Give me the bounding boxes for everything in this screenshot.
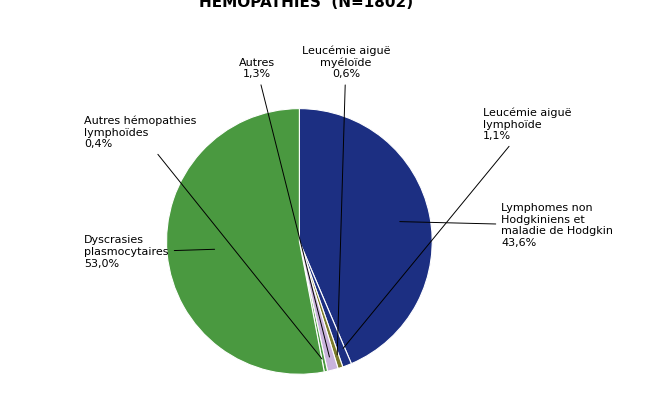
Wedge shape: [166, 109, 324, 374]
Text: Leucémie aiguë
lymphoïde
1,1%: Leucémie aiguë lymphoïde 1,1%: [343, 108, 571, 348]
Text: Dyscrasies
plasmocytaires
53,0%: Dyscrasies plasmocytaires 53,0%: [84, 235, 215, 269]
Text: Leucémie aiguë
myéloïde
0,6%: Leucémie aiguë myéloïde 0,6%: [302, 45, 390, 355]
Title: HEMOPATHIES  (N=1802): HEMOPATHIES (N=1802): [199, 0, 413, 10]
Text: Autres hémopathies
lymphoïdes
0,4%: Autres hémopathies lymphoïdes 0,4%: [84, 116, 322, 359]
Wedge shape: [299, 241, 338, 371]
Wedge shape: [299, 241, 328, 372]
Wedge shape: [299, 241, 352, 367]
Wedge shape: [299, 109, 432, 364]
Text: Autres
1,3%: Autres 1,3%: [239, 58, 330, 357]
Text: Lymphomes non
Hodgkiniens et
maladie de Hodgkin
43,6%: Lymphomes non Hodgkiniens et maladie de …: [400, 203, 613, 248]
Wedge shape: [299, 241, 342, 369]
